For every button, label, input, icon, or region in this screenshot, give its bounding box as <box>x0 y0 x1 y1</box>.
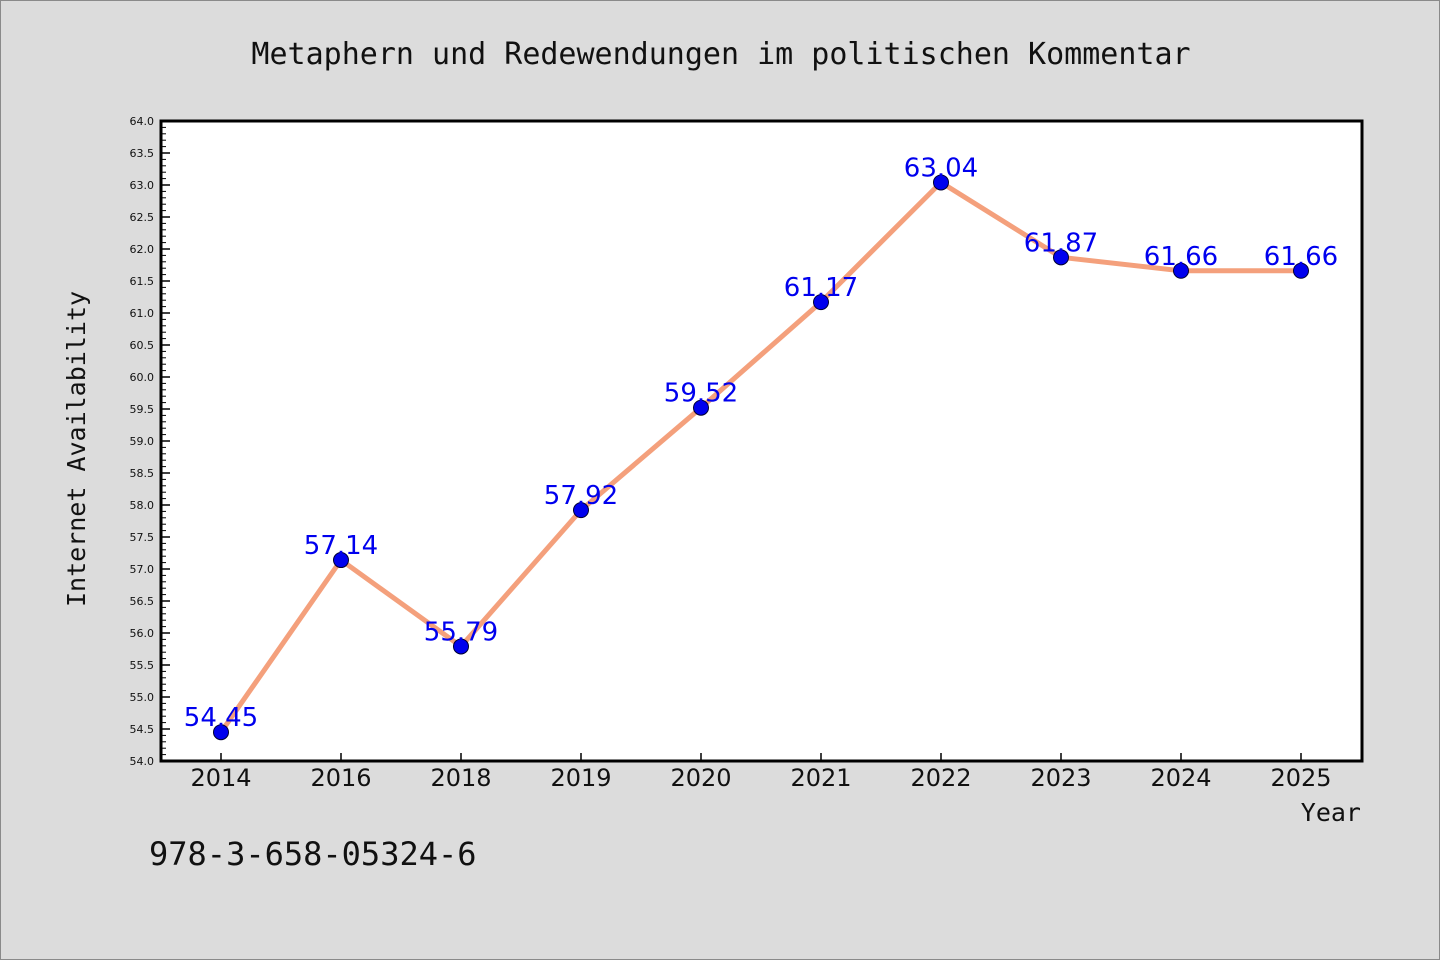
data-point-label: 57.92 <box>544 481 618 511</box>
x-tick-label: 2016 <box>310 764 371 792</box>
y-axis-label: Internet Availability <box>62 291 91 607</box>
x-tick-label: 2018 <box>430 764 491 792</box>
data-point-marker <box>813 294 829 311</box>
data-point-label: 54.45 <box>184 703 258 733</box>
x-tick-label: 2019 <box>550 764 611 792</box>
x-tick-label: 2025 <box>1270 764 1331 792</box>
y-tick-label: 63.0 <box>130 179 155 192</box>
data-point-marker <box>453 638 469 655</box>
plot-area <box>159 119 1364 763</box>
y-tick-label: 58.0 <box>130 499 155 512</box>
x-tick-label: 2024 <box>1150 764 1211 792</box>
y-axis: 54.0 54.5 55.0 55.5 56.0 56.5 57.0 57.5 58.0 58.5… <box>130 115 170 768</box>
data-point-marker <box>573 502 589 519</box>
data-markers <box>213 174 1309 741</box>
data-labels: 54.45 57.14 55.79 57.92 59.52 61.17 63.04 61.87… <box>184 153 1338 733</box>
data-point-marker <box>933 174 949 191</box>
data-point-label: 63.04 <box>904 153 978 183</box>
y-tick-label: 64.0 <box>130 115 155 128</box>
data-point-marker <box>1173 262 1189 279</box>
x-tick-label: 2021 <box>790 764 851 792</box>
data-point-label: 61.17 <box>784 273 858 303</box>
y-tick-label: 55.0 <box>130 691 155 704</box>
x-axis-label: Year <box>1301 798 1361 827</box>
data-point-label: 61.66 <box>1144 242 1218 272</box>
x-tick-label: 2020 <box>670 764 731 792</box>
data-point-label: 61.87 <box>1024 228 1098 258</box>
x-tick-label: 2022 <box>910 764 971 792</box>
x-tick-label: 2014 <box>190 764 251 792</box>
y-tick-label: 63.5 <box>130 147 155 160</box>
data-point-label: 59.52 <box>664 379 738 409</box>
y-tick-label: 54.0 <box>130 755 155 768</box>
data-point-marker <box>1293 262 1309 279</box>
data-point-marker <box>333 552 349 569</box>
y-tick-label: 60.5 <box>130 339 155 352</box>
x-axis: 2014 2016 2018 2019 2020 2021 2022 2023 2024 2025 <box>190 753 1332 792</box>
isbn-text: 978-3-658-05324-6 <box>149 835 477 873</box>
y-tick-label: 62.5 <box>130 211 155 224</box>
y-tick-label: 62.0 <box>130 243 155 256</box>
data-point-label: 55.79 <box>424 617 498 647</box>
y-tick-label: 54.5 <box>130 723 155 736</box>
y-tick-label: 56.5 <box>130 595 155 608</box>
series-line <box>218 179 1304 735</box>
y-tick-label: 58.5 <box>130 467 155 480</box>
y-tick-label: 56.0 <box>130 627 155 640</box>
y-tick-label: 55.5 <box>130 659 155 672</box>
y-tick-label: 57.0 <box>130 563 155 576</box>
data-point-marker <box>693 399 709 416</box>
data-point-label: 57.14 <box>304 531 378 561</box>
y-tick-label: 59.5 <box>130 403 155 416</box>
y-tick-label: 61.5 <box>130 275 155 288</box>
x-tick-label: 2023 <box>1030 764 1091 792</box>
y-tick-label: 59.0 <box>130 435 155 448</box>
data-point-label: 61.66 <box>1264 242 1338 272</box>
y-tick-label: 61.0 <box>130 307 155 320</box>
y-tick-label: 57.5 <box>130 531 155 544</box>
data-point-marker <box>213 724 229 741</box>
chart-title: Metaphern und Redewendungen im politisch… <box>251 37 1190 72</box>
data-point-marker <box>1053 249 1069 266</box>
y-tick-label: 60.0 <box>130 371 155 384</box>
